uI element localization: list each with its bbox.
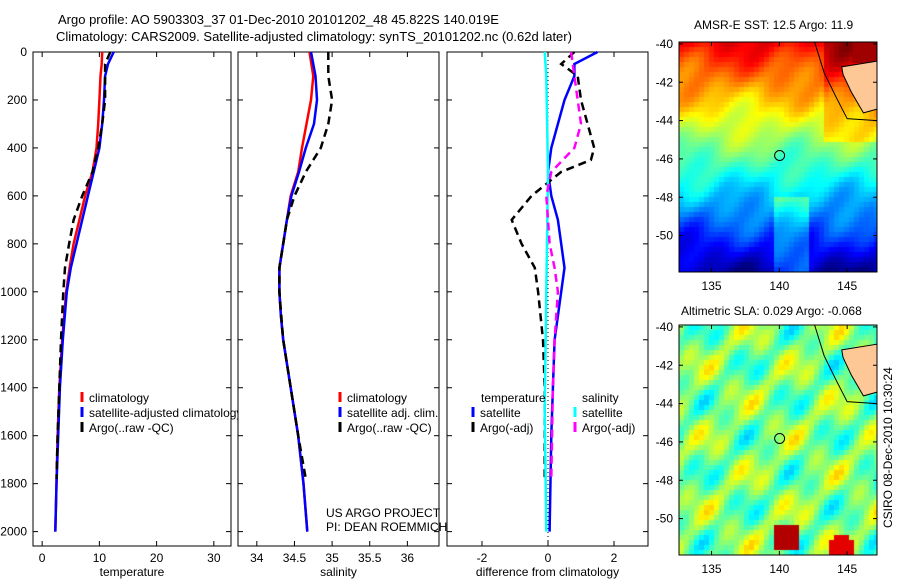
legend-entry: climatology (347, 391, 407, 405)
sla-heatmap (679, 325, 877, 555)
y-tick-label: 1600 (0, 429, 27, 443)
panel-salinity: 34 34.5 35 35.5 36 salinity climatologysatelli… (237, 51, 440, 579)
y-tick-label: 1800 (0, 477, 27, 491)
x-tick-label: 2 (611, 551, 618, 565)
x-axis-label: salinity (320, 565, 357, 579)
x-tick-label: 34 (250, 551, 264, 565)
panel-temperature: 0 10 20 30 0 200 400 600 800 1000 1200 1400 1600 1800… (0, 45, 242, 579)
y-tick-label: 800 (7, 237, 27, 251)
x-tick-label: 10 (93, 551, 107, 565)
x-tick-label: 34.5 (283, 551, 307, 565)
legend-title: salinity (582, 391, 619, 405)
legend-entry: satellite (480, 406, 521, 420)
y-tick-label: 1000 (0, 285, 27, 299)
legend-entry: Argo(..raw -QC) (347, 421, 432, 435)
legend-entry: satellite-adjusted climatology (89, 406, 242, 420)
y-tick-label: 1200 (0, 333, 27, 347)
x-tick-label: 35.5 (358, 551, 382, 565)
x-tick-label: -2 (477, 551, 488, 565)
credit-label: CSIRO 08-Dec-2010 10:30:24 (881, 367, 895, 528)
x-tick-label: 0 (545, 551, 552, 565)
y-tick-label: 600 (7, 189, 27, 203)
legend-entry: Argo(-adj) (480, 421, 533, 435)
series-line-salinity-satellite (543, 51, 550, 532)
legend-entry: Argo(..raw -QC) (89, 421, 174, 435)
y-tick-label: 400 (7, 141, 27, 155)
x-axis-label: difference from climatology (476, 565, 619, 579)
axes-frame (237, 51, 440, 547)
series-line-argo-raw-qc- (278, 52, 334, 480)
y-tick-label: 200 (7, 93, 27, 107)
x-tick-label: 0 (39, 551, 46, 565)
sst-map-title: AMSR-E SST: 12.5 Argo: 11.9 (694, 18, 854, 32)
sla-map-title: Altimetric SLA: 0.029 Argo: -0.068 (681, 304, 862, 318)
series-line-temperature-satellite (546, 50, 599, 532)
legend-entry: satellite (582, 406, 623, 420)
legend-entry: Argo(-adj) (582, 421, 635, 435)
x-axis-label: temperature (100, 565, 165, 579)
series-line-temperature-argo-adj- (510, 51, 596, 479)
x-tick-label: 20 (150, 551, 164, 565)
legend-entry: satellite adj. clim. (347, 406, 438, 420)
y-tick-label: 1400 (0, 381, 27, 395)
figure-title-line2: Climatology: CARS2009. Satellite-adjuste… (56, 29, 572, 44)
x-tick-label: 35 (325, 551, 339, 565)
series-line-salinity-argo-adj- (545, 51, 583, 479)
pi-label: PI: DEAN ROEMMICH (326, 520, 448, 534)
x-tick-label: 36 (401, 551, 415, 565)
legend-entry: climatology (89, 391, 149, 405)
y-tick-label: 0 (20, 45, 27, 59)
sst-heatmap (679, 42, 877, 272)
legend-title: temperature (481, 391, 546, 405)
project-label: US ARGO PROJECT (326, 506, 441, 520)
figure-title-line1: Argo profile: AO 5903303_37 01-Dec-2010 … (58, 12, 499, 27)
y-tick-label: 2000 (0, 525, 27, 539)
x-tick-label: 30 (207, 551, 221, 565)
series-line-argo-raw-qc- (55, 51, 112, 479)
